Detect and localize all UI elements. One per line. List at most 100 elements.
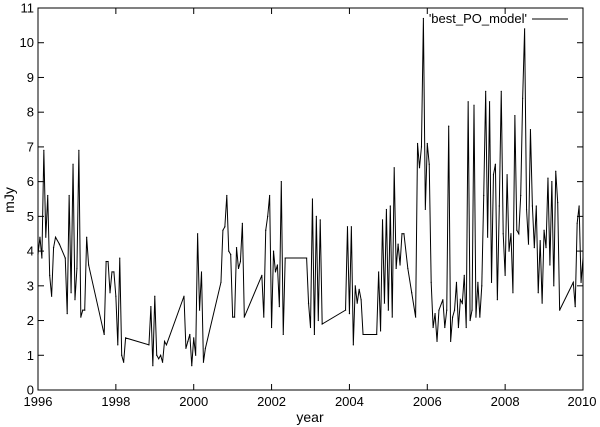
data-point	[549, 264, 551, 266]
data-point	[463, 274, 465, 276]
data-point	[434, 313, 436, 315]
data-point	[163, 340, 166, 342]
y-tick-label: 4	[27, 244, 34, 259]
data-point	[418, 167, 421, 169]
y-tick-label: 1	[27, 348, 34, 363]
data-point	[430, 281, 432, 283]
y-tick-label: 10	[20, 35, 34, 50]
data-point	[49, 274, 51, 276]
data-point	[220, 281, 222, 283]
data-point	[80, 316, 82, 318]
data-point	[451, 316, 454, 318]
data-point	[200, 271, 203, 273]
data-point	[226, 194, 228, 197]
y-tick-label: 3	[27, 278, 34, 293]
data-point	[582, 257, 584, 259]
data-point	[119, 257, 121, 259]
data-point	[539, 240, 541, 242]
x-tick-label: 1998	[101, 394, 130, 409]
data-point	[52, 247, 55, 249]
data-point	[457, 326, 460, 329]
data-point	[161, 361, 164, 363]
x-tick-label: 1996	[24, 394, 53, 409]
data-point	[485, 90, 487, 92]
data-point	[165, 344, 168, 346]
data-point	[115, 295, 117, 297]
data-point	[547, 177, 549, 179]
data-point	[68, 194, 70, 197]
data-point	[506, 174, 508, 176]
x-tick-label: 2002	[257, 394, 286, 409]
data-point	[64, 257, 66, 259]
y-tick-label: 2	[27, 313, 34, 328]
data-point	[222, 229, 224, 231]
data-point	[356, 302, 358, 304]
data-point	[360, 299, 362, 301]
data-point	[401, 233, 403, 235]
data-point	[232, 316, 234, 318]
data-point	[498, 205, 500, 207]
data-point	[407, 267, 409, 270]
data-point	[555, 170, 557, 172]
y-tick-label: 7	[27, 139, 34, 154]
data-point	[475, 316, 477, 318]
data-point	[148, 344, 150, 346]
plot-frame	[37, 7, 584, 391]
data-point	[193, 337, 195, 339]
data-point	[502, 233, 504, 235]
data-point	[508, 250, 510, 252]
y-axis-ticks: 0 1 2 3 4 5 6 7 8 9 10 11	[20, 1, 583, 398]
data-point	[432, 326, 434, 329]
data-point	[383, 302, 386, 304]
data-points	[37, 17, 584, 367]
data-point	[241, 222, 243, 224]
data-point	[527, 243, 530, 245]
data-point	[504, 274, 506, 276]
data-point	[78, 149, 80, 151]
data-point	[156, 354, 158, 356]
data-point	[518, 233, 520, 235]
data-point	[399, 264, 401, 266]
data-point	[88, 264, 90, 266]
legend: 'best_PO_model'	[429, 11, 568, 26]
data-point	[378, 271, 380, 273]
data-point	[541, 302, 543, 304]
data-point	[411, 292, 413, 294]
data-point	[385, 208, 388, 211]
data-point	[551, 181, 553, 183]
data-point	[103, 333, 105, 336]
data-point	[47, 194, 49, 197]
data-point	[269, 194, 271, 197]
data-point	[387, 309, 389, 311]
data-point	[467, 101, 469, 103]
data-point	[272, 250, 275, 252]
data-point	[500, 90, 502, 92]
data-point	[397, 243, 399, 245]
data-point	[446, 309, 448, 311]
data-point	[510, 233, 512, 235]
data-point	[233, 316, 236, 318]
data-point	[191, 365, 193, 367]
data-point	[516, 229, 518, 231]
data-point	[319, 219, 321, 221]
data-point	[278, 306, 280, 308]
data-point	[479, 316, 481, 318]
data-point	[352, 344, 354, 346]
data-point	[483, 194, 485, 197]
data-point	[306, 257, 308, 259]
data-point	[86, 236, 88, 238]
data-point	[543, 229, 545, 231]
data-point	[107, 260, 109, 263]
data-point	[311, 198, 314, 200]
x-tick-label: 2000	[179, 394, 208, 409]
data-point	[239, 260, 242, 263]
y-tick-label: 6	[27, 174, 34, 189]
data-point	[436, 340, 438, 342]
data-point	[525, 208, 528, 211]
x-axis-ticks: 1996 1998 2000 2002 2004 2006 2008 2010	[24, 8, 596, 409]
data-point	[455, 281, 458, 283]
data-point	[576, 222, 578, 224]
x-tick-label: 2008	[491, 394, 520, 409]
data-point	[224, 226, 226, 228]
data-point	[150, 306, 152, 308]
